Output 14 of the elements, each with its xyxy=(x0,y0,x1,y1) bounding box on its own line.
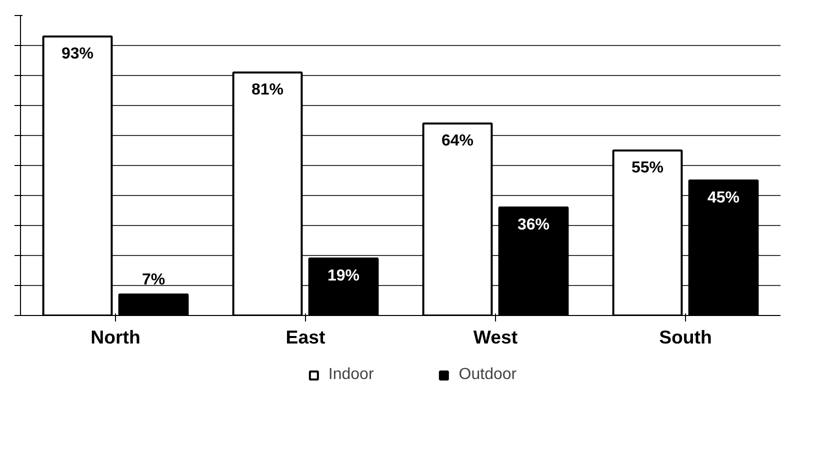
data-label: 64% xyxy=(441,132,474,150)
data-label: 81% xyxy=(251,82,284,98)
data-label: 19% xyxy=(327,268,360,284)
data-label: 36% xyxy=(517,216,550,234)
x-tick-label: West xyxy=(473,326,518,348)
x-tick-label: East xyxy=(286,326,326,348)
x-tick-label: South xyxy=(659,326,712,348)
data-label: 7% xyxy=(142,272,166,288)
data-label: 55% xyxy=(631,160,664,176)
data-label: 45% xyxy=(707,190,740,206)
legend-label: Indoor xyxy=(328,366,374,384)
data-label: 93% xyxy=(61,46,94,62)
legend-label: Outdoor xyxy=(458,366,517,384)
x-tick-label: North xyxy=(90,326,140,348)
